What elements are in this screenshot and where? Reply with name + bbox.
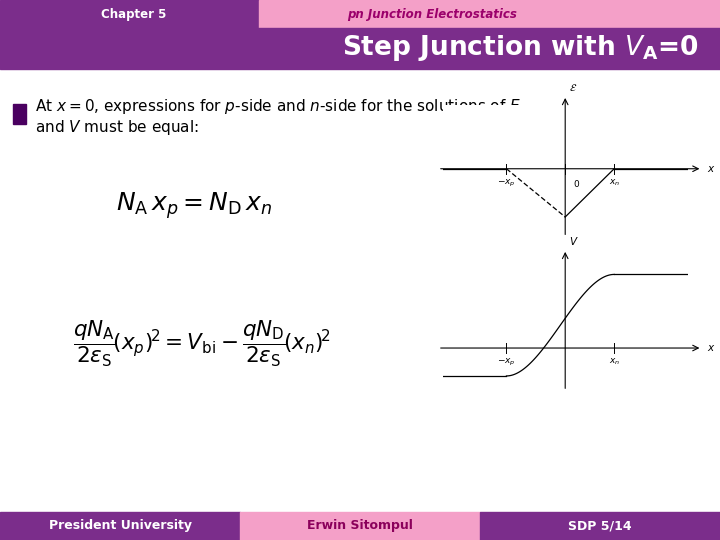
Bar — [0, 0, 259, 28]
Text: $x_n$: $x_n$ — [608, 357, 620, 367]
Text: $-x_p$: $-x_p$ — [497, 178, 516, 189]
Text: $\mathcal{E}$: $\mathcal{E}$ — [569, 82, 577, 93]
Text: and $V$ must be equal:: and $V$ must be equal: — [35, 118, 198, 137]
Bar — [480, 512, 720, 540]
Text: Chapter 5: Chapter 5 — [101, 8, 166, 21]
Bar — [240, 512, 480, 540]
Text: SDP 5/14: SDP 5/14 — [568, 519, 631, 532]
Text: $x_n$: $x_n$ — [608, 178, 620, 188]
Bar — [259, 0, 720, 28]
Text: pn Junction Electrostatics: pn Junction Electrostatics — [347, 8, 517, 21]
Text: At $x = 0$, expressions for $p$-side and $n$-side for the solutions of $E$: At $x = 0$, expressions for $p$-side and… — [35, 97, 521, 116]
Text: $x$: $x$ — [707, 343, 716, 353]
Text: $N_{\mathrm{A}}\,x_p = N_{\mathrm{D}}\,x_n$: $N_{\mathrm{A}}\,x_p = N_{\mathrm{D}}\,x… — [116, 191, 273, 221]
Text: President University: President University — [49, 519, 192, 532]
Text: Erwin Sitompul: Erwin Sitompul — [307, 519, 413, 532]
Text: $V$: $V$ — [569, 234, 579, 246]
Bar — [0, 512, 240, 540]
Text: $-x_p$: $-x_p$ — [497, 357, 516, 368]
Bar — [13, 104, 26, 124]
Text: Step Junction with $\mathbf{\mathit{V}_A}$=0: Step Junction with $\mathbf{\mathit{V}_A… — [342, 33, 698, 63]
Text: $x$: $x$ — [707, 164, 716, 174]
Text: $0$: $0$ — [572, 178, 580, 188]
Text: $\dfrac{qN_{\mathrm{A}}}{2\varepsilon_{\mathrm{S}}}\!\left(x_p\right)^{\!2} = V_: $\dfrac{qN_{\mathrm{A}}}{2\varepsilon_{\… — [73, 318, 330, 369]
